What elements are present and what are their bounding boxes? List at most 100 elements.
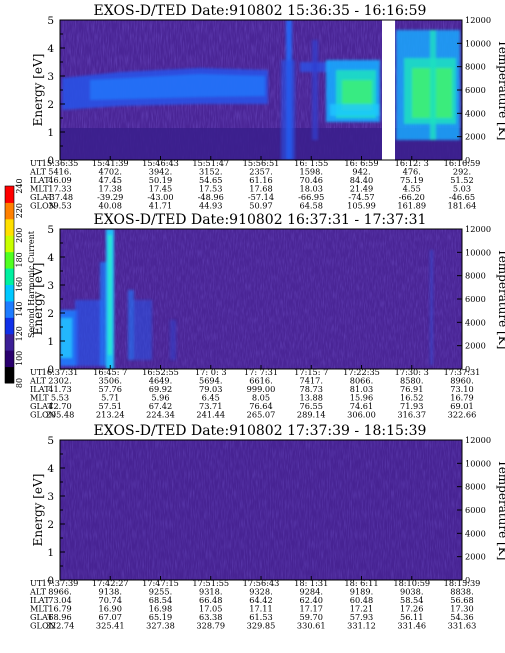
panel-2-right-tick-label: 6000 bbox=[465, 294, 486, 304]
panel-3-table-cell: 331.63 bbox=[448, 621, 477, 631]
panel-2-right-axis-label: Temperature [K] bbox=[496, 249, 505, 350]
panel-3-y-tick-label: 1 bbox=[47, 547, 54, 559]
panel-3-table-cell: 8838. bbox=[450, 587, 473, 597]
panel-3-right-tick-label: 2000 bbox=[465, 552, 486, 562]
panel-2-table-cell: 74.61 bbox=[350, 401, 373, 411]
panel-3-table-cell: 62.40 bbox=[300, 595, 323, 605]
colorbar-segment bbox=[5, 186, 14, 203]
panel-3-table-cell: 60.48 bbox=[350, 595, 373, 605]
panel-3-table-cell: 18:15:39 bbox=[444, 578, 481, 588]
panel-1-row-label: UT bbox=[30, 158, 43, 168]
panel-2-y-tick-label: 1 bbox=[47, 336, 54, 348]
panel-3-table-cell: 17:47:15 bbox=[142, 578, 179, 588]
panel-1-right-tick-label: 8000 bbox=[465, 62, 486, 72]
panel-3-table-cell: 9284. bbox=[300, 587, 323, 597]
panel-1-right-tick-label: 6000 bbox=[465, 85, 486, 95]
panel-1-table-cell: 17.45 bbox=[149, 184, 172, 194]
panel-1-table-cell: -48.96 bbox=[198, 192, 224, 202]
panel-2-table-cell: 999.00 bbox=[247, 384, 276, 394]
panel-3-y-axis-label: Energy [eV] bbox=[31, 474, 45, 547]
panel-3-table-cell: 330.61 bbox=[297, 621, 326, 631]
panel-1-y-tick-label: 1 bbox=[47, 127, 54, 139]
panel-1-y-axis-label: Energy [eV] bbox=[31, 54, 45, 127]
panel-3-row-label: GLON bbox=[30, 621, 56, 631]
panel-2-table-cell: 16.79 bbox=[450, 393, 473, 403]
panel-3-right-tick-label: 10000 bbox=[465, 458, 491, 468]
panel-3-table-cell: 70.74 bbox=[99, 595, 122, 605]
panel-1-table-cell: 4702. bbox=[99, 167, 122, 177]
panel-1-table-cell: 16:16:59 bbox=[444, 158, 481, 168]
panel-2-table-cell: 8066. bbox=[350, 376, 373, 386]
panel-1-table-cell: 40.08 bbox=[99, 201, 122, 211]
panel-3-table-cell: 54.36 bbox=[450, 612, 473, 622]
panel-1-right-axis-label: Temperature [K] bbox=[496, 40, 505, 141]
panel-1-right-tick-label: 0 bbox=[465, 155, 470, 165]
panel-3-table-cell: 64.42 bbox=[249, 595, 272, 605]
panel-3-title: EXOS-D/TED Date:910802 17:37:39 - 18:15:… bbox=[94, 423, 427, 439]
panel-1-data-gap bbox=[382, 20, 395, 160]
panel-1-table-cell: 17.38 bbox=[99, 184, 122, 194]
panel-1-table-cell: 5.03 bbox=[453, 184, 471, 194]
panel-1-right-tick-label: 12000 bbox=[465, 15, 491, 25]
panel-3-table-cell: 73.04 bbox=[48, 595, 71, 605]
colorbar-tick-label: 120 bbox=[15, 326, 24, 341]
panel-3-table-cell: 18: 6:11 bbox=[344, 578, 378, 588]
panel-1-table-cell: 161.89 bbox=[397, 201, 426, 211]
panel-1-y-tick-label: 2 bbox=[47, 99, 54, 111]
panel-3-table-cell: 9318. bbox=[199, 587, 222, 597]
panel-3-table-cell: 329.85 bbox=[247, 621, 276, 631]
colorbar-label: Second Harmonic Current bbox=[27, 230, 36, 338]
panel-1-table-cell: -74.57 bbox=[348, 192, 374, 202]
panel-1-table-cell: 16:12: 3 bbox=[395, 158, 429, 168]
panel-3-table-cell: 17.11 bbox=[249, 604, 272, 614]
panel-1-y-tick-label: 5 bbox=[47, 15, 54, 27]
panel-1-table-cell: 292. bbox=[453, 167, 471, 177]
panel-2-table-cell: 8580. bbox=[400, 376, 423, 386]
panel-3-spectrogram bbox=[60, 440, 462, 580]
panel-1-table-cell: 44.93 bbox=[199, 201, 222, 211]
panel-3-table-cell: 16.98 bbox=[149, 604, 172, 614]
panel-1-table-cell: -57.14 bbox=[248, 192, 274, 202]
panel-1-table-cell: 4.55 bbox=[403, 184, 421, 194]
colorbar-segment bbox=[5, 235, 14, 253]
panel-1-table-cell: 47.45 bbox=[99, 175, 122, 185]
panel-3: EXOS-D/TED Date:910802 17:37:39 - 18:15:… bbox=[59, 423, 463, 581]
panel-3-table-cell: 56.11 bbox=[400, 612, 423, 622]
panel-1-right-tick-label: 2000 bbox=[465, 132, 486, 142]
panel-3-noise bbox=[60, 440, 462, 580]
panel-1-y-tick-label: 0 bbox=[47, 155, 54, 167]
panel-2-table-cell: 76.64 bbox=[249, 401, 272, 411]
panel-3-table-cell: 9255. bbox=[149, 587, 172, 597]
panel-1-table-cell: 15:36:35 bbox=[42, 158, 79, 168]
colorbar-segment bbox=[5, 218, 14, 236]
panel-3-row-label: ALT bbox=[29, 587, 47, 597]
colorbar-tick-label: 140 bbox=[15, 301, 24, 316]
panel-3-table-cell: 65.19 bbox=[149, 612, 172, 622]
panel-1-table-cell: 21.49 bbox=[350, 184, 373, 194]
panel-1-title: EXOS-D/TED Date:910802 15:36:35 - 16:16:… bbox=[94, 3, 427, 19]
panel-1-table-cell: 476. bbox=[403, 167, 421, 177]
panel-1-table-cell: 17.33 bbox=[48, 184, 71, 194]
panel-1-table-cell: 3942. bbox=[149, 167, 172, 177]
panel-1-right-tick-label: 10000 bbox=[465, 38, 491, 48]
panel-2-y-tick-label: 2 bbox=[47, 308, 54, 320]
panel-1-table-cell: 16: 6:59 bbox=[344, 158, 378, 168]
panel-1-table-cell: 1598. bbox=[300, 167, 323, 177]
panel-2-table-cell: 17: 0: 3 bbox=[195, 367, 227, 377]
colorbar-tick-label: 240 bbox=[15, 178, 24, 193]
panel-3-table-cell: 17:42:27 bbox=[92, 578, 129, 588]
panel-3-table-cell: 18: 1:31 bbox=[294, 578, 328, 588]
panel-3-row-label: UT bbox=[30, 578, 43, 588]
panel-2-right-tick-label: 2000 bbox=[465, 341, 486, 351]
panel-2-y-tick-label: 0 bbox=[47, 364, 54, 376]
panel-1-table-cell: 46.09 bbox=[48, 175, 71, 185]
panel-3-table-cell: 68.54 bbox=[149, 595, 172, 605]
panel-3-table-cell: 325.41 bbox=[96, 621, 125, 631]
panel-2-table-cell: 73.10 bbox=[450, 384, 473, 394]
colorbar-segment bbox=[5, 350, 14, 368]
panel-2-title: EXOS-D/TED Date:910802 16:37:31 - 17:37:… bbox=[94, 212, 427, 228]
panel-1-row-label: ALT bbox=[29, 167, 47, 177]
panel-2-table-cell: 17:37:31 bbox=[444, 367, 481, 377]
panel-2-table-cell: 5.53 bbox=[51, 393, 69, 403]
panel-1-table-cell: 15:51:47 bbox=[192, 158, 229, 168]
